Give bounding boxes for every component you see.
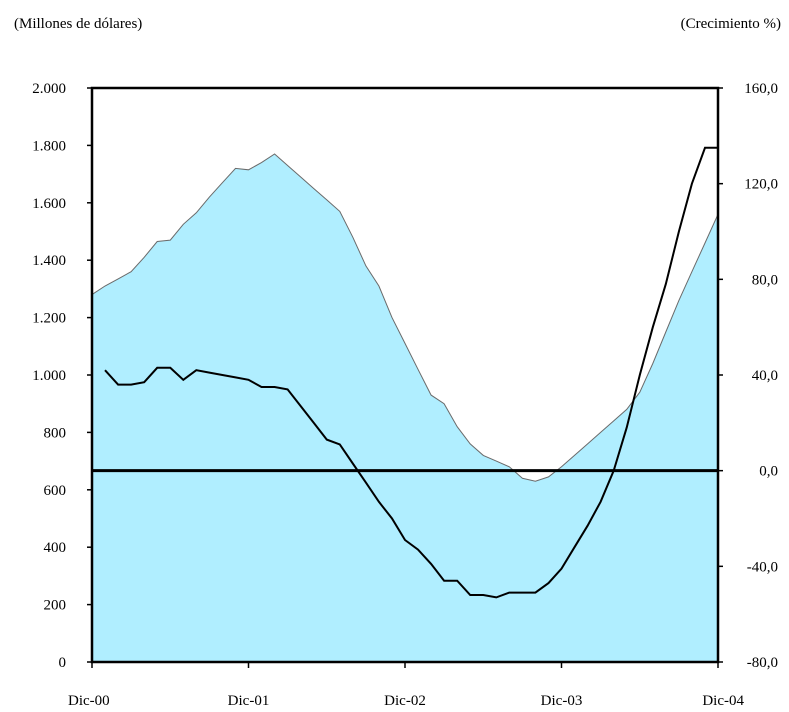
x-tick-label: Dic-01 xyxy=(228,693,270,709)
right-tick-label: 160,0 xyxy=(744,81,778,97)
left-tick-label: 1.000 xyxy=(32,368,66,384)
left-tick-label: 800 xyxy=(44,425,67,441)
left-tick-label: 2.000 xyxy=(32,81,66,97)
left-tick-label: 1.600 xyxy=(32,196,66,212)
growth-line-series xyxy=(104,146,718,599)
left-tick-label: 0 xyxy=(59,655,67,671)
right-tick-label: 0,0 xyxy=(759,464,778,480)
right-tick-label: -40,0 xyxy=(747,559,778,575)
x-tick-label: Dic-04 xyxy=(702,693,744,709)
left-axis-title: (Millones de dólares) xyxy=(14,16,143,32)
right-axis-title: (Crecimiento %) xyxy=(680,16,781,32)
x-tick-label: Dic-02 xyxy=(384,693,426,709)
right-tick-label: 80,0 xyxy=(752,272,778,288)
x-tick-label: Dic-03 xyxy=(541,693,583,709)
left-tick-label: 600 xyxy=(44,483,67,499)
area-series-outline xyxy=(91,153,719,482)
x-tick-label: Dic-00 xyxy=(68,693,110,709)
left-tick-label: 200 xyxy=(44,598,67,614)
area-series xyxy=(92,154,718,662)
right-tick-label: -80,0 xyxy=(747,655,778,671)
left-tick-label: 1.200 xyxy=(32,311,66,327)
left-tick-label: 400 xyxy=(44,540,67,556)
left-tick-label: 1.800 xyxy=(32,138,66,154)
left-tick-label: 1.400 xyxy=(32,253,66,269)
right-tick-label: 40,0 xyxy=(752,368,778,384)
right-tick-label: 120,0 xyxy=(744,177,778,193)
